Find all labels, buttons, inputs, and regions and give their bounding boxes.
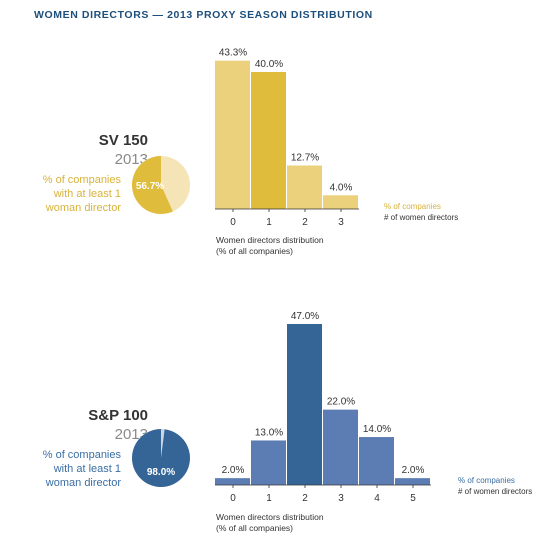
bar-0 bbox=[215, 478, 250, 485]
bar-3 bbox=[323, 409, 358, 485]
x-tick-label-2: 2 bbox=[302, 493, 308, 504]
chart-caption-line-1: Women directors distribution bbox=[216, 235, 324, 245]
value-label-4: 14.0% bbox=[363, 424, 391, 435]
pie-value-label: 98.0% bbox=[147, 467, 175, 478]
bar-1 bbox=[251, 71, 286, 209]
bar-3 bbox=[323, 195, 358, 209]
bar-2 bbox=[287, 324, 322, 485]
chart-caption-line-1: Women directors distribution bbox=[216, 512, 324, 522]
legend-percent-label: % of companies bbox=[384, 202, 441, 211]
chart-caption-line-2: (% of all companies) bbox=[216, 246, 293, 256]
value-label-3: 22.0% bbox=[327, 397, 355, 408]
pie-value-slice bbox=[132, 156, 173, 214]
panel-sv150: SV 150 2013 % of companies with at least… bbox=[43, 48, 459, 256]
page-title: WOMEN DIRECTORS — 2013 PROXY SEASON DIST… bbox=[34, 9, 373, 21]
panel-year: 2013 bbox=[115, 151, 148, 168]
panel-name: S&P 100 bbox=[88, 407, 148, 424]
side-label-line-2: with at least 1 bbox=[53, 188, 121, 200]
x-tick-label-0: 0 bbox=[230, 493, 236, 504]
side-label-line-3: woman director bbox=[45, 477, 122, 489]
x-tick-label-4: 4 bbox=[374, 493, 380, 504]
panel-name: SV 150 bbox=[99, 132, 148, 149]
bar-chart: 43.3% 0 40.0% 1 12.7% 2 4.0% 3 bbox=[215, 48, 359, 228]
value-label-5: 2.0% bbox=[402, 465, 425, 476]
value-label-2: 12.7% bbox=[291, 152, 319, 163]
x-tick-label-2: 2 bbox=[302, 217, 308, 228]
bar-0 bbox=[215, 60, 250, 209]
legend-axis-label: # of women directors bbox=[384, 213, 458, 222]
side-label-line-3: woman director bbox=[45, 202, 122, 214]
value-label-0: 43.3% bbox=[219, 48, 247, 59]
bar-chart: 2.0% 0 13.0% 1 47.0% 2 22.0% 3 14.0% 4 2.0% 5 bbox=[215, 311, 431, 504]
value-label-1: 40.0% bbox=[255, 59, 283, 70]
side-label-line-1: % of companies bbox=[43, 449, 122, 461]
value-label-1: 13.0% bbox=[255, 427, 283, 438]
legend-axis-label: # of women directors bbox=[458, 487, 532, 496]
pie-chart: 98.0% bbox=[131, 429, 190, 487]
bar-1 bbox=[251, 440, 286, 485]
side-label-line-2: with at least 1 bbox=[53, 463, 121, 475]
value-label-2: 47.0% bbox=[291, 311, 319, 322]
bar-5 bbox=[395, 478, 430, 485]
pie-chart: 56.7% bbox=[132, 156, 190, 214]
side-label-line-1: % of companies bbox=[43, 174, 122, 186]
x-tick-label-1: 1 bbox=[266, 493, 272, 504]
chart-caption-line-2: (% of all companies) bbox=[216, 523, 293, 533]
pie-value-slice bbox=[131, 429, 190, 487]
bar-2 bbox=[287, 165, 322, 209]
x-tick-label-3: 3 bbox=[338, 217, 344, 228]
legend-percent-label: % of companies bbox=[458, 476, 515, 485]
x-tick-label-3: 3 bbox=[338, 493, 344, 504]
value-label-3: 4.0% bbox=[330, 182, 353, 193]
panel-sp100: S&P 100 2 0 1 3 % of companies with at leas… bbox=[43, 311, 533, 533]
bar-4 bbox=[359, 437, 394, 485]
x-tick-label-5: 5 bbox=[410, 493, 416, 504]
x-tick-label-0: 0 bbox=[230, 217, 236, 228]
x-tick-label-1: 1 bbox=[266, 217, 272, 228]
value-label-0: 2.0% bbox=[222, 465, 245, 476]
pie-value-label: 56.7% bbox=[136, 181, 164, 192]
